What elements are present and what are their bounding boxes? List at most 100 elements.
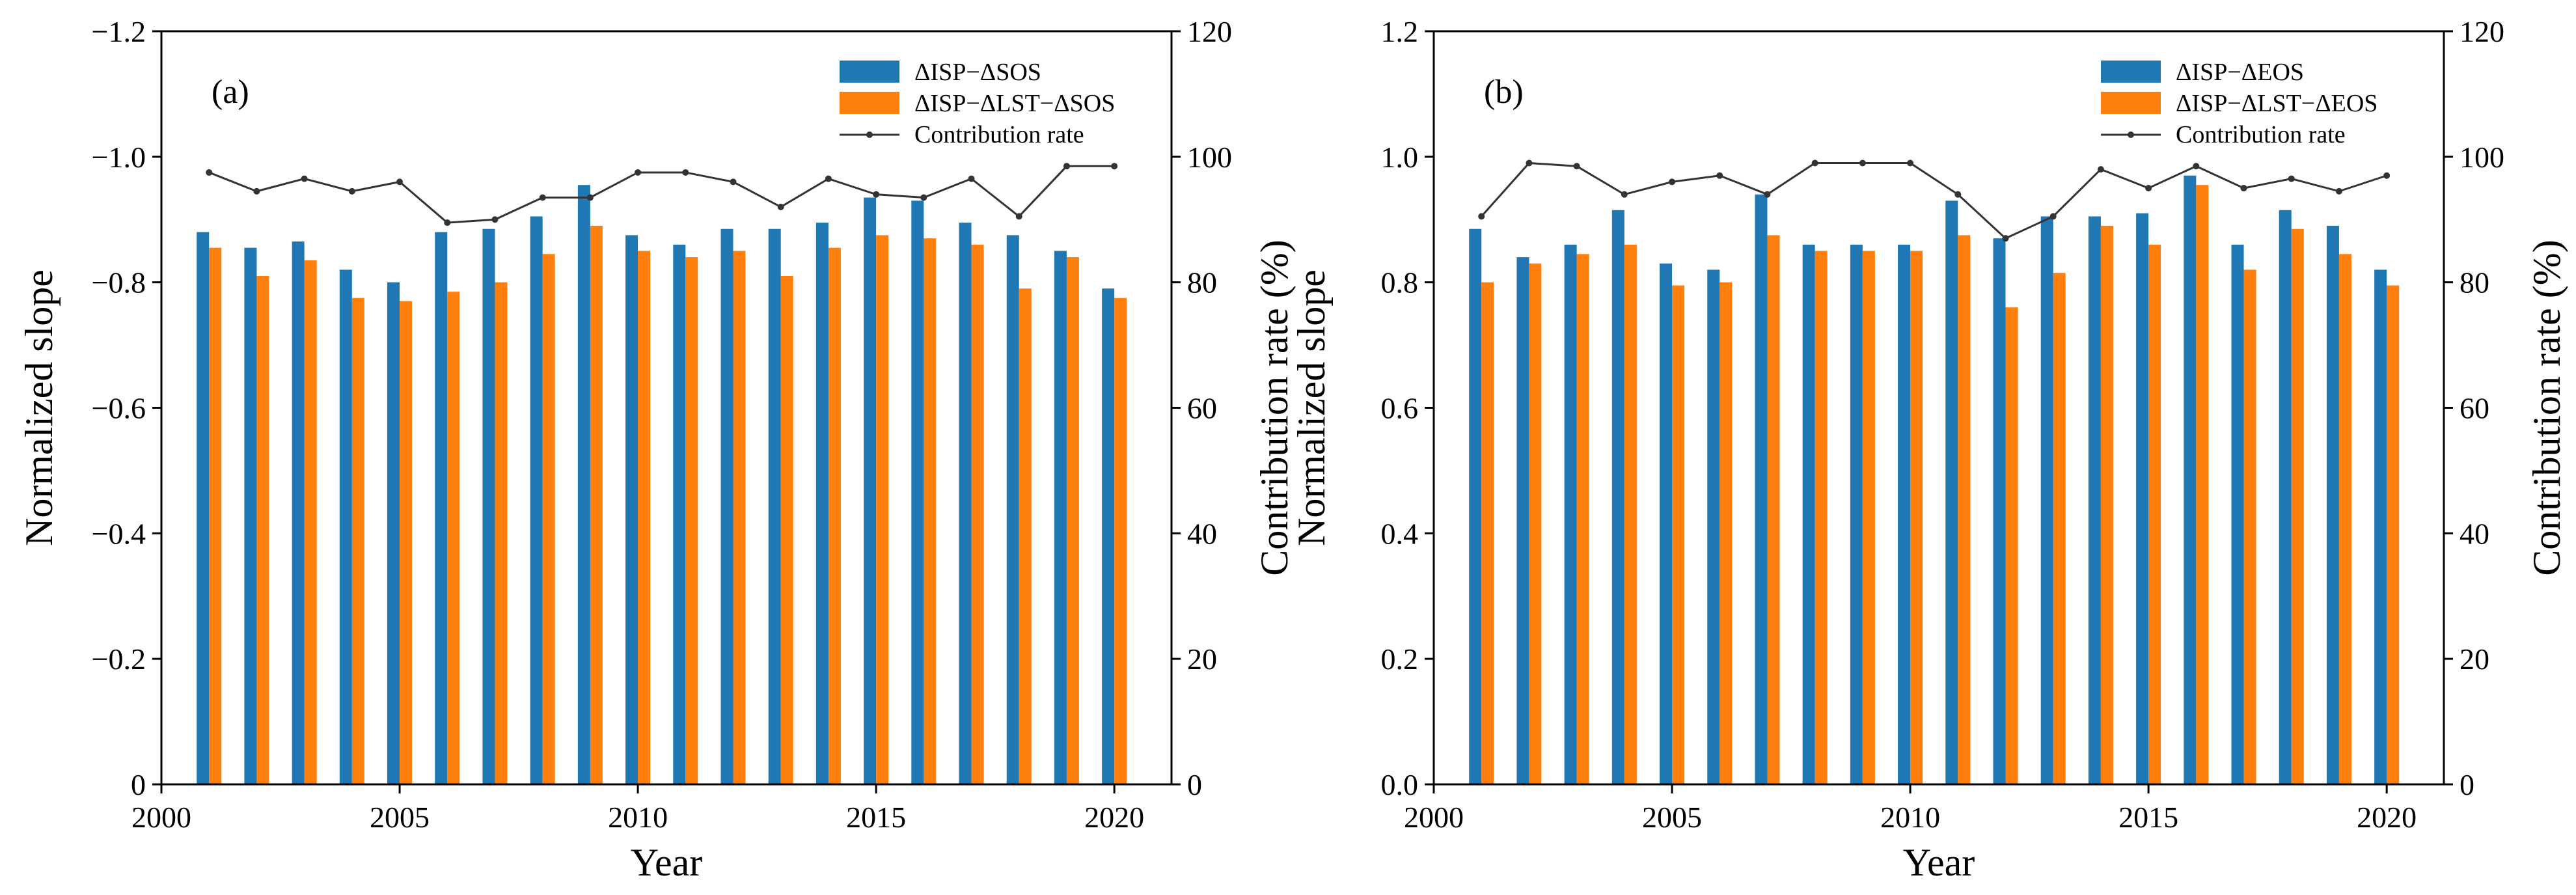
legend-swatch-series1	[2101, 61, 2161, 83]
contribution-point	[1063, 163, 1070, 170]
y2-tick-label: 80	[2460, 266, 2489, 299]
bar-series1	[768, 228, 781, 784]
chart-panel-1: 0 −0.2 −0.4 −0.6 −0.8 −1.0 −1.2 0 20 40 60 80 100 120…	[18, 15, 1296, 884]
bar-series2	[1767, 235, 1780, 785]
y-tick-label: 0.0	[1381, 768, 1419, 801]
bar-series2	[447, 292, 460, 785]
bar-series2	[2196, 185, 2209, 784]
y2-tick-label: 0	[2460, 768, 2474, 801]
contribution-point	[682, 169, 689, 176]
contribution-point	[301, 175, 308, 182]
bar-series2	[1815, 251, 1828, 784]
bar-series1	[1102, 288, 1115, 784]
y-tick-label: 0.8	[1381, 266, 1419, 299]
y2-tick-label: 80	[1187, 266, 1217, 299]
contribution-line	[208, 165, 1115, 224]
bar-series1	[959, 223, 972, 785]
contribution-point	[1954, 191, 1962, 198]
bar-series1	[244, 247, 257, 784]
bar-series2	[1066, 257, 1079, 785]
x-tick-label: 2015	[2118, 801, 2178, 834]
y2-tick-label: 120	[2460, 15, 2504, 48]
contribution-point	[1015, 213, 1022, 220]
bar-series1	[1611, 210, 1624, 785]
contribution-point	[825, 175, 832, 182]
x-tick-label: 2020	[2357, 801, 2417, 834]
bar-series2	[1672, 285, 1685, 784]
bar-series2	[2005, 307, 2018, 784]
bar-series2	[2338, 254, 2351, 784]
bar-series1	[1469, 228, 1482, 784]
y-tick-label: −0.4	[92, 517, 146, 550]
x-tick-label: 2000	[1404, 801, 1464, 834]
contribution-point	[586, 194, 594, 201]
panel-label: (b)	[1484, 74, 1524, 111]
x-axis-title: Year	[1903, 841, 1975, 884]
legend-label-series1: ΔISP−ΔEOS	[2176, 59, 2304, 86]
y2-tick-label: 100	[1187, 141, 1232, 174]
contribution-point	[1526, 159, 1533, 167]
bar-series1	[577, 185, 590, 784]
bar-series2	[590, 225, 603, 784]
bar-series1	[2374, 269, 2387, 785]
bar-series2	[1019, 288, 1032, 784]
contribution-point	[1764, 191, 1771, 198]
bar-series1	[482, 228, 495, 784]
contribution-point	[2097, 166, 2104, 173]
bar-series2	[2387, 285, 2400, 784]
chart-panel-2: 0.0 0.2 0.4 0.6 0.8 1.0 1.2 0 20 40 60 80 100 120 2000…	[1290, 15, 2568, 884]
bar-series2	[1481, 282, 1494, 785]
bar-series1	[339, 269, 352, 785]
bar-series2	[733, 251, 746, 784]
contribution-point	[2002, 235, 2009, 242]
y-axis-title: Normalized slope	[1290, 269, 1333, 546]
y2-axis-title: Contribution rate (%)	[2525, 240, 2568, 576]
bar-series1	[1802, 244, 1815, 785]
legend-label-line: Contribution rate	[914, 121, 1084, 148]
bar-series2	[542, 254, 555, 784]
bar-series1	[2136, 213, 2149, 784]
legend-swatch-series2	[840, 92, 899, 114]
legend-swatch-marker	[866, 131, 873, 138]
bar-series1	[2279, 210, 2292, 785]
bar-series2	[1910, 251, 1923, 784]
legend-label-series2: ΔISP−ΔLST−ΔEOS	[2176, 90, 2377, 117]
contribution-point	[444, 219, 451, 227]
legend-label-line: Contribution rate	[2176, 121, 2346, 148]
bar-series2	[495, 282, 508, 785]
bar-series1	[625, 235, 638, 785]
bar-series1	[435, 232, 448, 784]
y2-tick-label: 40	[1187, 517, 1217, 550]
contribution-point	[2193, 163, 2200, 170]
y2-tick-label: 100	[2460, 141, 2504, 174]
bar-series2	[971, 244, 984, 785]
legend-swatch-series2	[2101, 92, 2161, 114]
bar-series2	[685, 257, 698, 785]
contribution-point	[920, 194, 927, 201]
x-tick-label: 2005	[370, 801, 430, 834]
y2-tick-label: 60	[2460, 392, 2489, 425]
y-tick-label: 0.6	[1381, 392, 1419, 425]
contribution-point	[1907, 159, 1914, 167]
contribution-point	[873, 191, 880, 198]
bar-series1	[911, 200, 924, 784]
contribution-point	[491, 216, 499, 223]
y-tick-label: 1.0	[1381, 141, 1419, 174]
bar-series1	[1850, 244, 1863, 785]
legend-swatch-series1	[840, 61, 899, 83]
bar-series2	[924, 238, 937, 784]
bar-series1	[815, 223, 829, 785]
bar-series2	[638, 251, 651, 784]
bar-series2	[256, 276, 269, 784]
bar-series2	[1958, 235, 1971, 785]
contribution-point	[253, 187, 260, 195]
bar-series2	[1529, 263, 1542, 784]
contribution-point	[1859, 159, 1866, 167]
y-tick-label: 0.4	[1381, 517, 1419, 550]
bar-series1	[864, 197, 877, 785]
bar-series2	[351, 297, 364, 784]
bar-series1	[530, 216, 543, 784]
contribution-point	[730, 178, 737, 186]
contribution-point	[968, 175, 975, 182]
contribution-point	[348, 187, 355, 195]
